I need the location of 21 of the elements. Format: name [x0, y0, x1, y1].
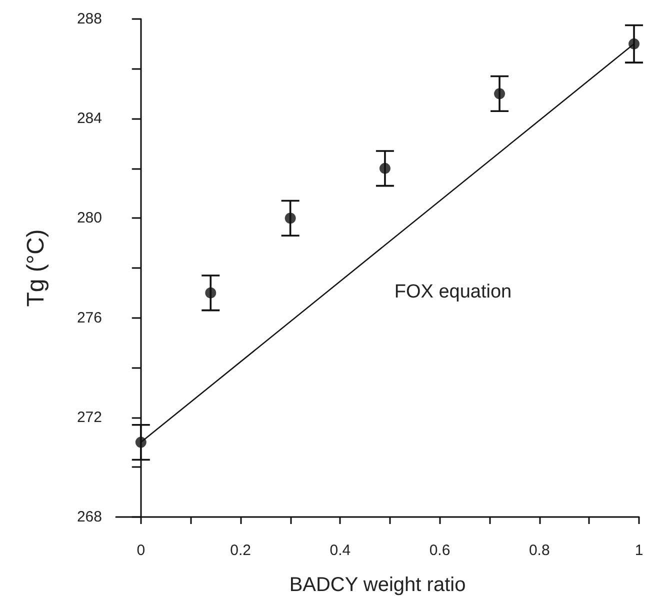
- point: [628, 38, 640, 50]
- x-tick-label: 0.8: [528, 542, 550, 559]
- x-tick-label: 0.4: [330, 542, 351, 559]
- x-tick-label: 0.6: [429, 542, 450, 559]
- y-tick-label: 272: [76, 408, 102, 426]
- x-axis-title: BADCY weight ratio: [289, 574, 466, 596]
- y-tick-label: 288: [76, 10, 102, 28]
- y-tick-label: 276: [76, 309, 102, 326]
- x-tick-label: 0: [136, 542, 146, 559]
- point: [135, 436, 146, 448]
- y-tick-label: 280: [76, 210, 102, 227]
- point: [494, 88, 506, 100]
- point: [284, 212, 296, 224]
- y-tick-label: 284: [76, 110, 102, 128]
- point: [379, 162, 390, 174]
- point: [205, 287, 216, 298]
- y-axis-title: Tg (°C): [22, 229, 50, 307]
- x-tick-label: 1: [634, 542, 644, 559]
- y-tick-label: 268: [76, 508, 102, 526]
- x-tick-label: 0.2: [230, 542, 251, 559]
- annotation: FOX equation: [394, 282, 512, 302]
